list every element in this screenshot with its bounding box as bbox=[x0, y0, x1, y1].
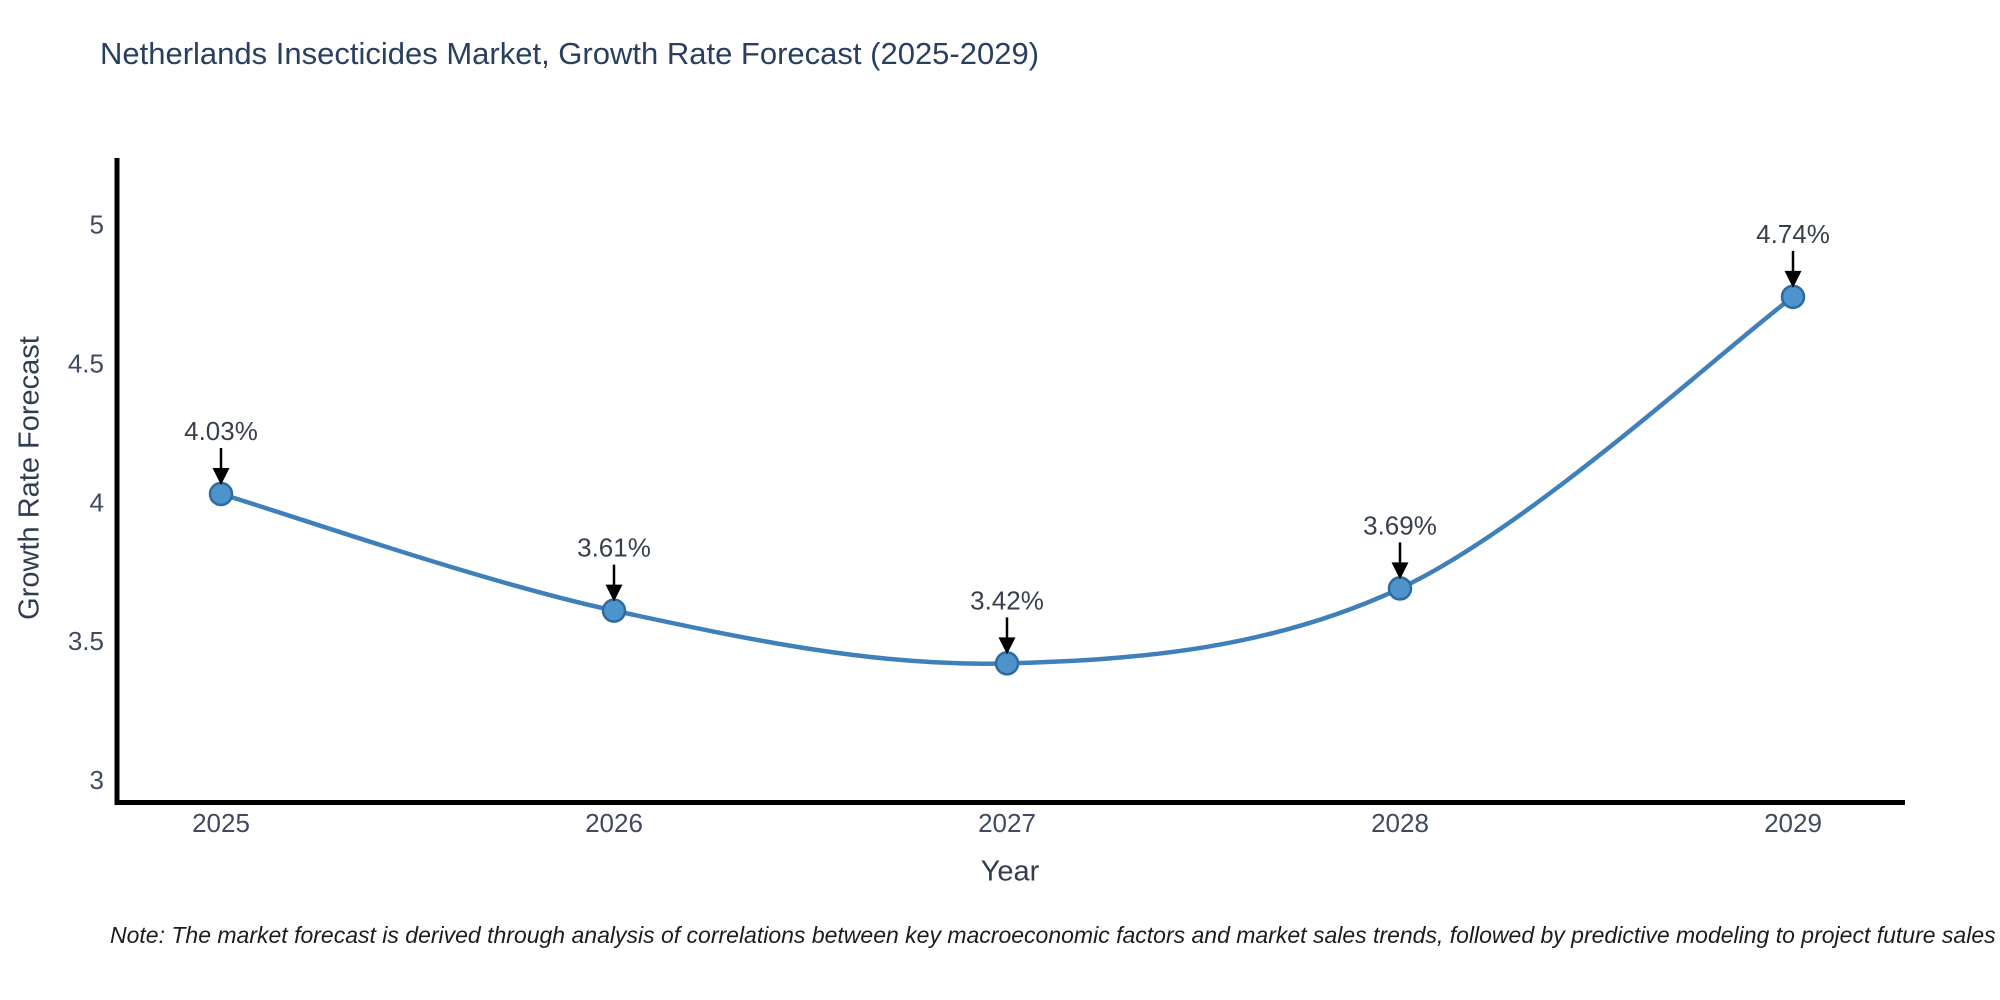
point-value-label: 4.03% bbox=[184, 416, 258, 446]
x-axis-spine bbox=[114, 800, 1905, 805]
y-tick-label: 4 bbox=[90, 487, 104, 517]
point-value-label: 3.61% bbox=[577, 533, 651, 563]
annotation-arrowhead-icon bbox=[605, 584, 623, 602]
x-tick-label: 2026 bbox=[585, 808, 643, 838]
x-tick-label: 2029 bbox=[1764, 808, 1822, 838]
annotation-arrowhead-icon bbox=[1784, 270, 1802, 288]
x-axis-title: Year bbox=[980, 855, 1040, 888]
chart-title: Netherlands Insecticides Market, Growth … bbox=[100, 36, 1040, 71]
x-tick-label: 2025 bbox=[192, 808, 250, 838]
point-value-label: 3.69% bbox=[1363, 510, 1437, 540]
y-tick-label: 4.5 bbox=[68, 348, 104, 378]
data-point-2026[interactable] bbox=[601, 598, 627, 623]
data-point-2029[interactable] bbox=[1780, 284, 1806, 310]
point-value-label: 4.74% bbox=[1756, 219, 1830, 249]
data-point-2027[interactable] bbox=[994, 651, 1020, 676]
y-tick-label: 3.5 bbox=[68, 626, 104, 656]
x-tick-label: 2028 bbox=[1371, 808, 1429, 838]
point-value-label: 3.42% bbox=[970, 585, 1044, 615]
y-axis-spine bbox=[114, 158, 120, 805]
x-tick-label: 2027 bbox=[978, 808, 1036, 838]
annotation-arrowhead-icon bbox=[998, 637, 1016, 655]
y-tick-label: 3 bbox=[90, 765, 104, 795]
data-point-2025[interactable] bbox=[208, 481, 234, 507]
chart-footnote: Note: The market forecast is derived thr… bbox=[110, 922, 1996, 948]
y-tick-label: 5 bbox=[90, 210, 104, 240]
data-point-2028[interactable] bbox=[1387, 576, 1413, 601]
annotation-arrowhead-icon bbox=[212, 467, 230, 485]
annotation-arrowhead-icon bbox=[1391, 562, 1409, 580]
